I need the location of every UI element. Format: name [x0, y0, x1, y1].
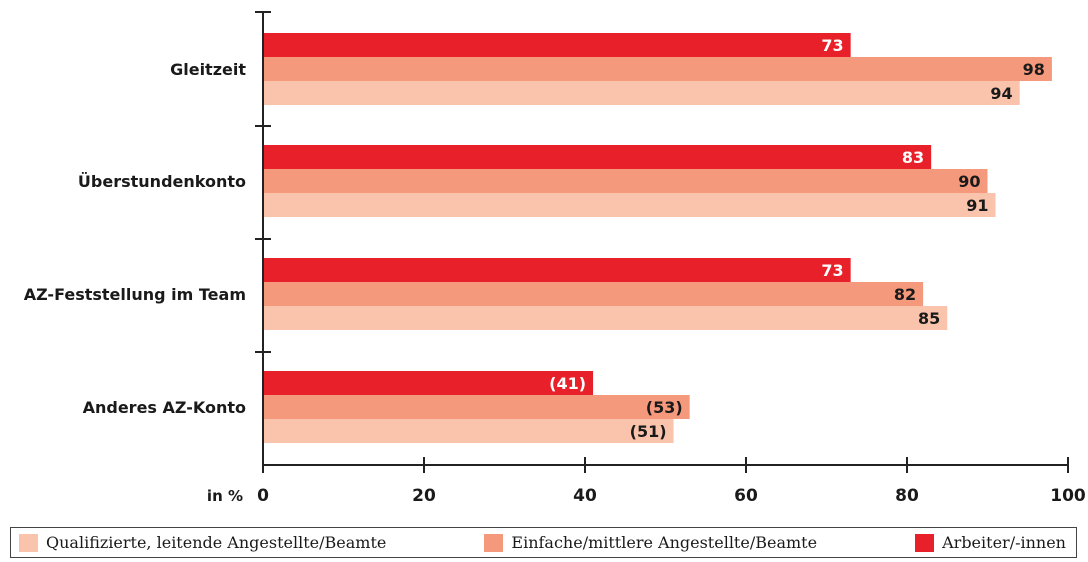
bar-3-1 [263, 395, 690, 419]
category-label: AZ-Feststellung im Team [24, 285, 246, 304]
bar-3-2 [263, 419, 674, 443]
bar-chart: 73 98 94 Gleitzeit 83 90 91 Überstundenkonto 73 8… [24, 11, 1086, 506]
bar-1-0 [263, 145, 932, 169]
bar-2-2 [263, 306, 948, 330]
bar-0-2 [263, 81, 1020, 105]
bar-value-label: 85 [918, 309, 940, 328]
bar-value-label: 94 [990, 84, 1012, 103]
bar-value-label: 73 [821, 36, 843, 55]
bar-0-0 [263, 33, 851, 57]
category-label: Gleitzeit [170, 60, 246, 79]
x-tick-label: 100 [1050, 486, 1086, 506]
bar-value-label: 90 [958, 172, 980, 191]
bar-value-label: 73 [821, 261, 843, 280]
legend-swatch [484, 533, 504, 552]
legend-item: Einfache/mittlere Angestellte/Beamte [484, 533, 817, 552]
labels-layer: 73 98 94 Gleitzeit 83 90 91 Überstundenkonto 73 8… [24, 36, 1086, 506]
legend-swatch [915, 533, 935, 552]
legend-label: Einfache/mittlere Angestellte/Beamte [511, 533, 818, 552]
category-label: Anderes AZ-Konto [83, 398, 246, 417]
bar-value-label: 83 [902, 148, 924, 167]
bar-2-1 [263, 282, 924, 306]
bar-value-label: (51) [630, 422, 667, 441]
bar-3-0 [263, 371, 594, 395]
bar-value-label: 82 [894, 285, 916, 304]
legend-item: Qualifizierte, leitende Angestellte/Beam… [19, 533, 386, 552]
legend-label: Arbeiter/-innen [942, 533, 1066, 552]
bar-value-label: (53) [646, 398, 683, 417]
bar-value-label: 91 [966, 196, 988, 215]
bar-1-2 [263, 193, 996, 217]
legend-swatch [19, 533, 38, 552]
bar-value-label: 98 [1023, 60, 1045, 79]
x-tick-label: 60 [734, 486, 758, 506]
bar-value-label: (41) [549, 374, 586, 393]
legend-item: Arbeiter/-innen [915, 533, 1066, 552]
x-tick-label: 40 [573, 486, 597, 506]
bars-layer [263, 33, 1052, 443]
x-tick-label: 80 [895, 486, 919, 506]
x-tick-label: 20 [412, 486, 436, 506]
legend-label: Qualifizierte, leitende Angestellte/Beam… [46, 533, 387, 552]
bar-1-1 [263, 169, 988, 193]
bar-2-0 [263, 258, 851, 282]
legend: Qualifizierte, leitende Angestellte/Beam… [10, 527, 1077, 558]
category-label: Überstundenkonto [78, 172, 246, 191]
x-unit-label: in % [207, 487, 243, 505]
x-tick-label: 0 [257, 486, 269, 506]
axis-layer [255, 11, 1069, 473]
bar-0-1 [263, 57, 1052, 81]
